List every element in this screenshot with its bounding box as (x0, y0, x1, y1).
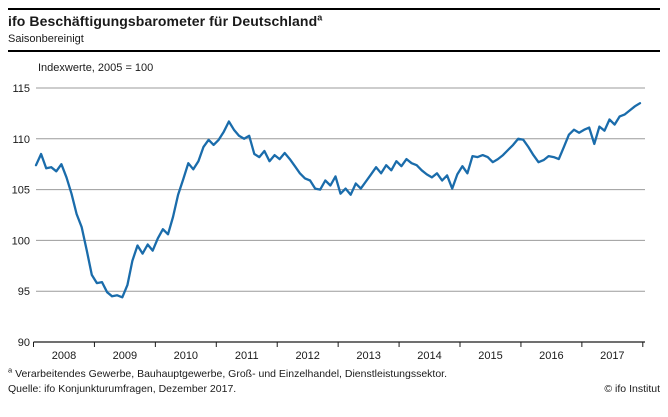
y-tick-label-110: 110 (12, 134, 30, 146)
x-tick-label-2017: 2017 (600, 350, 624, 362)
y-tick-label-105: 105 (12, 185, 30, 197)
x-tick-label-2014: 2014 (417, 350, 441, 362)
x-tick-label-2016: 2016 (539, 350, 563, 362)
data-line-employment-barometer (34, 102, 642, 299)
x-tick-label-2009: 2009 (113, 350, 137, 362)
title-footnote-marker: a (317, 12, 323, 23)
page-title: ifo Beschäftigungsbarometer für Deutschl… (8, 13, 322, 29)
y-tick-label-115: 115 (12, 83, 30, 95)
x-tick-label-2011: 2011 (235, 350, 259, 362)
page-subtitle: Saisonbereinigt (8, 33, 84, 45)
x-tick-label-2010: 2010 (174, 350, 198, 362)
x-tick-label-2015: 2015 (478, 350, 502, 362)
y-tick-label-100: 100 (12, 235, 30, 247)
footnote: a Verarbeitendes Gewerbe, Bauhauptgewerb… (8, 365, 448, 380)
x-tick-label-2013: 2013 (356, 350, 380, 362)
copyright: © ifo Institut (604, 383, 660, 395)
axis-note: Indexwerte, 2005 = 100 (38, 62, 154, 74)
y-tick-label-95: 95 (18, 286, 30, 298)
page-title-text: ifo Beschäftigungsbarometer für Deutschl… (8, 13, 318, 29)
source-line: Quelle: ifo Konjunkturumfragen, Dezember… (8, 383, 237, 395)
y-tick-label-90: 90 (18, 337, 30, 349)
x-tick-label-2012: 2012 (295, 350, 319, 362)
top-rule (8, 8, 660, 10)
x-tick-label-2008: 2008 (52, 350, 76, 362)
footnote-text: Verarbeitendes Gewerbe, Bauhauptgewerbe,… (12, 368, 448, 380)
footnote-marker: a (8, 365, 13, 375)
header-rule (8, 50, 660, 52)
